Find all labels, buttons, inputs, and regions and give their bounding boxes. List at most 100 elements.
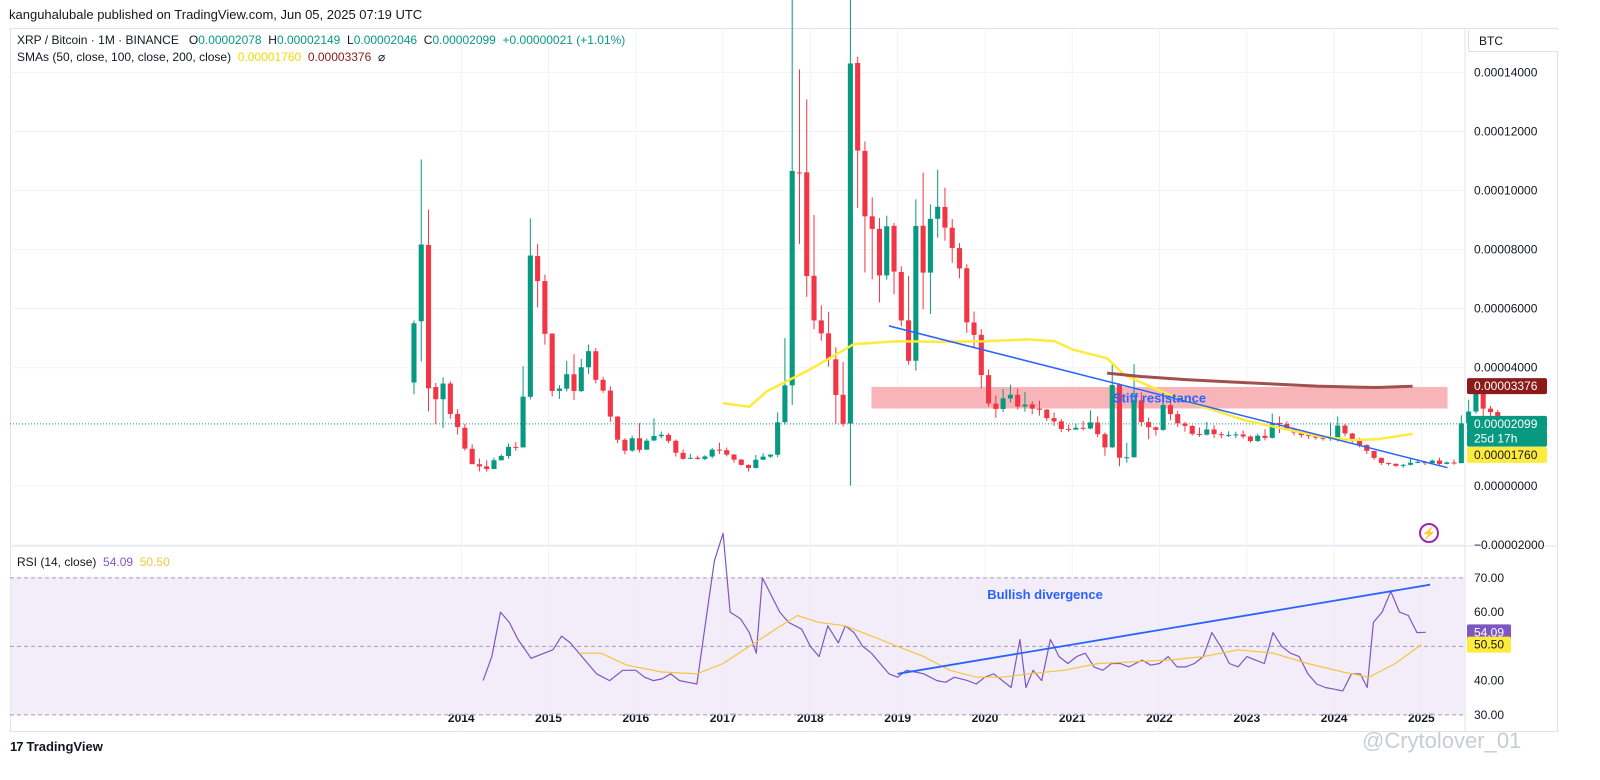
tradingview-logo-text: TradingView: [26, 739, 103, 754]
candle-body: [833, 359, 839, 395]
candle-body: [556, 388, 562, 391]
candle-body: [622, 439, 628, 451]
candle-body: [1335, 425, 1341, 438]
candle-body: [505, 446, 512, 456]
candle-body: [527, 255, 533, 397]
candle-body: [1109, 385, 1115, 448]
candle-body: [636, 438, 642, 450]
watermark: @Crytolover_01: [1362, 728, 1522, 753]
candle-body: [1146, 422, 1152, 428]
candle-body: [491, 460, 497, 470]
candle-body: [1080, 427, 1086, 429]
candle-body: [927, 218, 933, 273]
high-value: 0.00002149: [276, 33, 341, 47]
candle-body: [1386, 462, 1392, 464]
close-value: 0.00002099: [432, 33, 496, 47]
price-axis-label: 25d 17h: [1474, 432, 1517, 446]
candle-body: [513, 446, 519, 448]
candle-body: [1444, 462, 1450, 464]
candle-body: [1276, 422, 1283, 425]
rsi-axis-label: 54.09: [1474, 625, 1504, 639]
close-label: C: [423, 33, 433, 47]
candle-body: [709, 449, 715, 457]
candle-body: [498, 455, 504, 461]
candle-body: [862, 150, 868, 217]
candle-body: [1138, 400, 1144, 423]
candle-body: [804, 172, 810, 276]
candle-body: [702, 456, 708, 459]
sma200-value: 0.00003376: [307, 50, 372, 64]
low-label: L: [347, 33, 354, 47]
rsi-trendline: [897, 583, 1431, 675]
candle-body: [1429, 460, 1435, 464]
candle-body: [1415, 461, 1421, 463]
candle-body: [1007, 394, 1013, 399]
tradingview-logo[interactable]: 17 TradingView: [10, 739, 103, 754]
candle-body: [593, 351, 599, 380]
candle-body: [1269, 422, 1275, 438]
currency-selector[interactable]: BTC: [1468, 30, 1558, 52]
candle-body: [716, 449, 723, 451]
rsi-tick-label: 70.00: [1474, 571, 1504, 585]
symbol-title[interactable]: XRP / Bitcoin · 1M · BINANCE: [17, 33, 179, 47]
price-axis-label-bg: [1467, 415, 1547, 432]
candle-body: [469, 448, 475, 465]
candle-body: [1480, 388, 1486, 409]
candle-body: [1371, 450, 1377, 458]
price-tick-label: −0.00002000: [1474, 538, 1545, 552]
candle-body: [418, 244, 424, 322]
candle-body: [1087, 422, 1093, 429]
candle-body: [476, 464, 482, 467]
price-tick-label: 0.00014000: [1474, 65, 1538, 79]
candle-body: [1240, 434, 1246, 437]
candle-body: [1182, 423, 1188, 426]
candle-body: [687, 457, 693, 459]
rsi-ma-value: 50.50: [139, 555, 170, 569]
candle-body: [1073, 427, 1079, 430]
candle-body: [549, 333, 555, 391]
candle-body: [884, 226, 890, 276]
candle-body: [1356, 438, 1363, 445]
price-tick-label: 0.00006000: [1474, 302, 1538, 316]
candle-body: [1473, 388, 1479, 412]
sma-label[interactable]: SMAs (50, close, 100, close, 200, close): [17, 50, 232, 64]
sma50-line: [722, 338, 1413, 442]
candle-body: [440, 383, 446, 400]
candle-body: [811, 275, 817, 321]
candle-body: [724, 450, 730, 455]
candle-body: [1233, 434, 1239, 436]
price-axis-label-bg: [1467, 378, 1547, 395]
candle-body: [840, 394, 846, 424]
candle-body: [746, 464, 752, 468]
candle-body: [629, 438, 635, 451]
ohlc-legend: XRP / Bitcoin · 1M · BINANCE O0.00002078…: [17, 33, 625, 47]
rsi-tick-label: 40.00: [1474, 674, 1504, 688]
candle-body: [535, 256, 541, 282]
rsi-label[interactable]: RSI (14, close): [17, 555, 97, 569]
candle-body: [695, 457, 701, 459]
candle-body: [564, 374, 570, 389]
price-axis-label-bg: [1467, 430, 1547, 447]
candle-body: [964, 268, 970, 323]
candle-body: [935, 206, 941, 219]
price-axis-label: 0.00003376: [1474, 379, 1538, 393]
candle-body: [1160, 405, 1166, 430]
sma-hidden-icon[interactable]: ⌀: [377, 50, 386, 64]
tradingview-mark-icon: 17: [10, 739, 24, 754]
candle-body: [651, 436, 657, 441]
candle-body: [1189, 425, 1195, 434]
rsi-axis-label-bg: [1467, 636, 1511, 653]
candle-body: [898, 271, 904, 321]
candle-body: [1066, 429, 1072, 431]
price-tick-label: 0.00008000: [1474, 243, 1538, 257]
candle-body: [731, 454, 737, 460]
candle-body: [986, 375, 992, 404]
candle-body: [1211, 429, 1217, 435]
flash-icon[interactable]: ⚡: [1419, 523, 1439, 543]
open-value: 0.00002078: [198, 33, 262, 47]
candle-body: [1058, 421, 1064, 430]
candle-body: [1095, 422, 1101, 435]
candle-body: [942, 206, 948, 228]
candle-body: [796, 172, 803, 174]
